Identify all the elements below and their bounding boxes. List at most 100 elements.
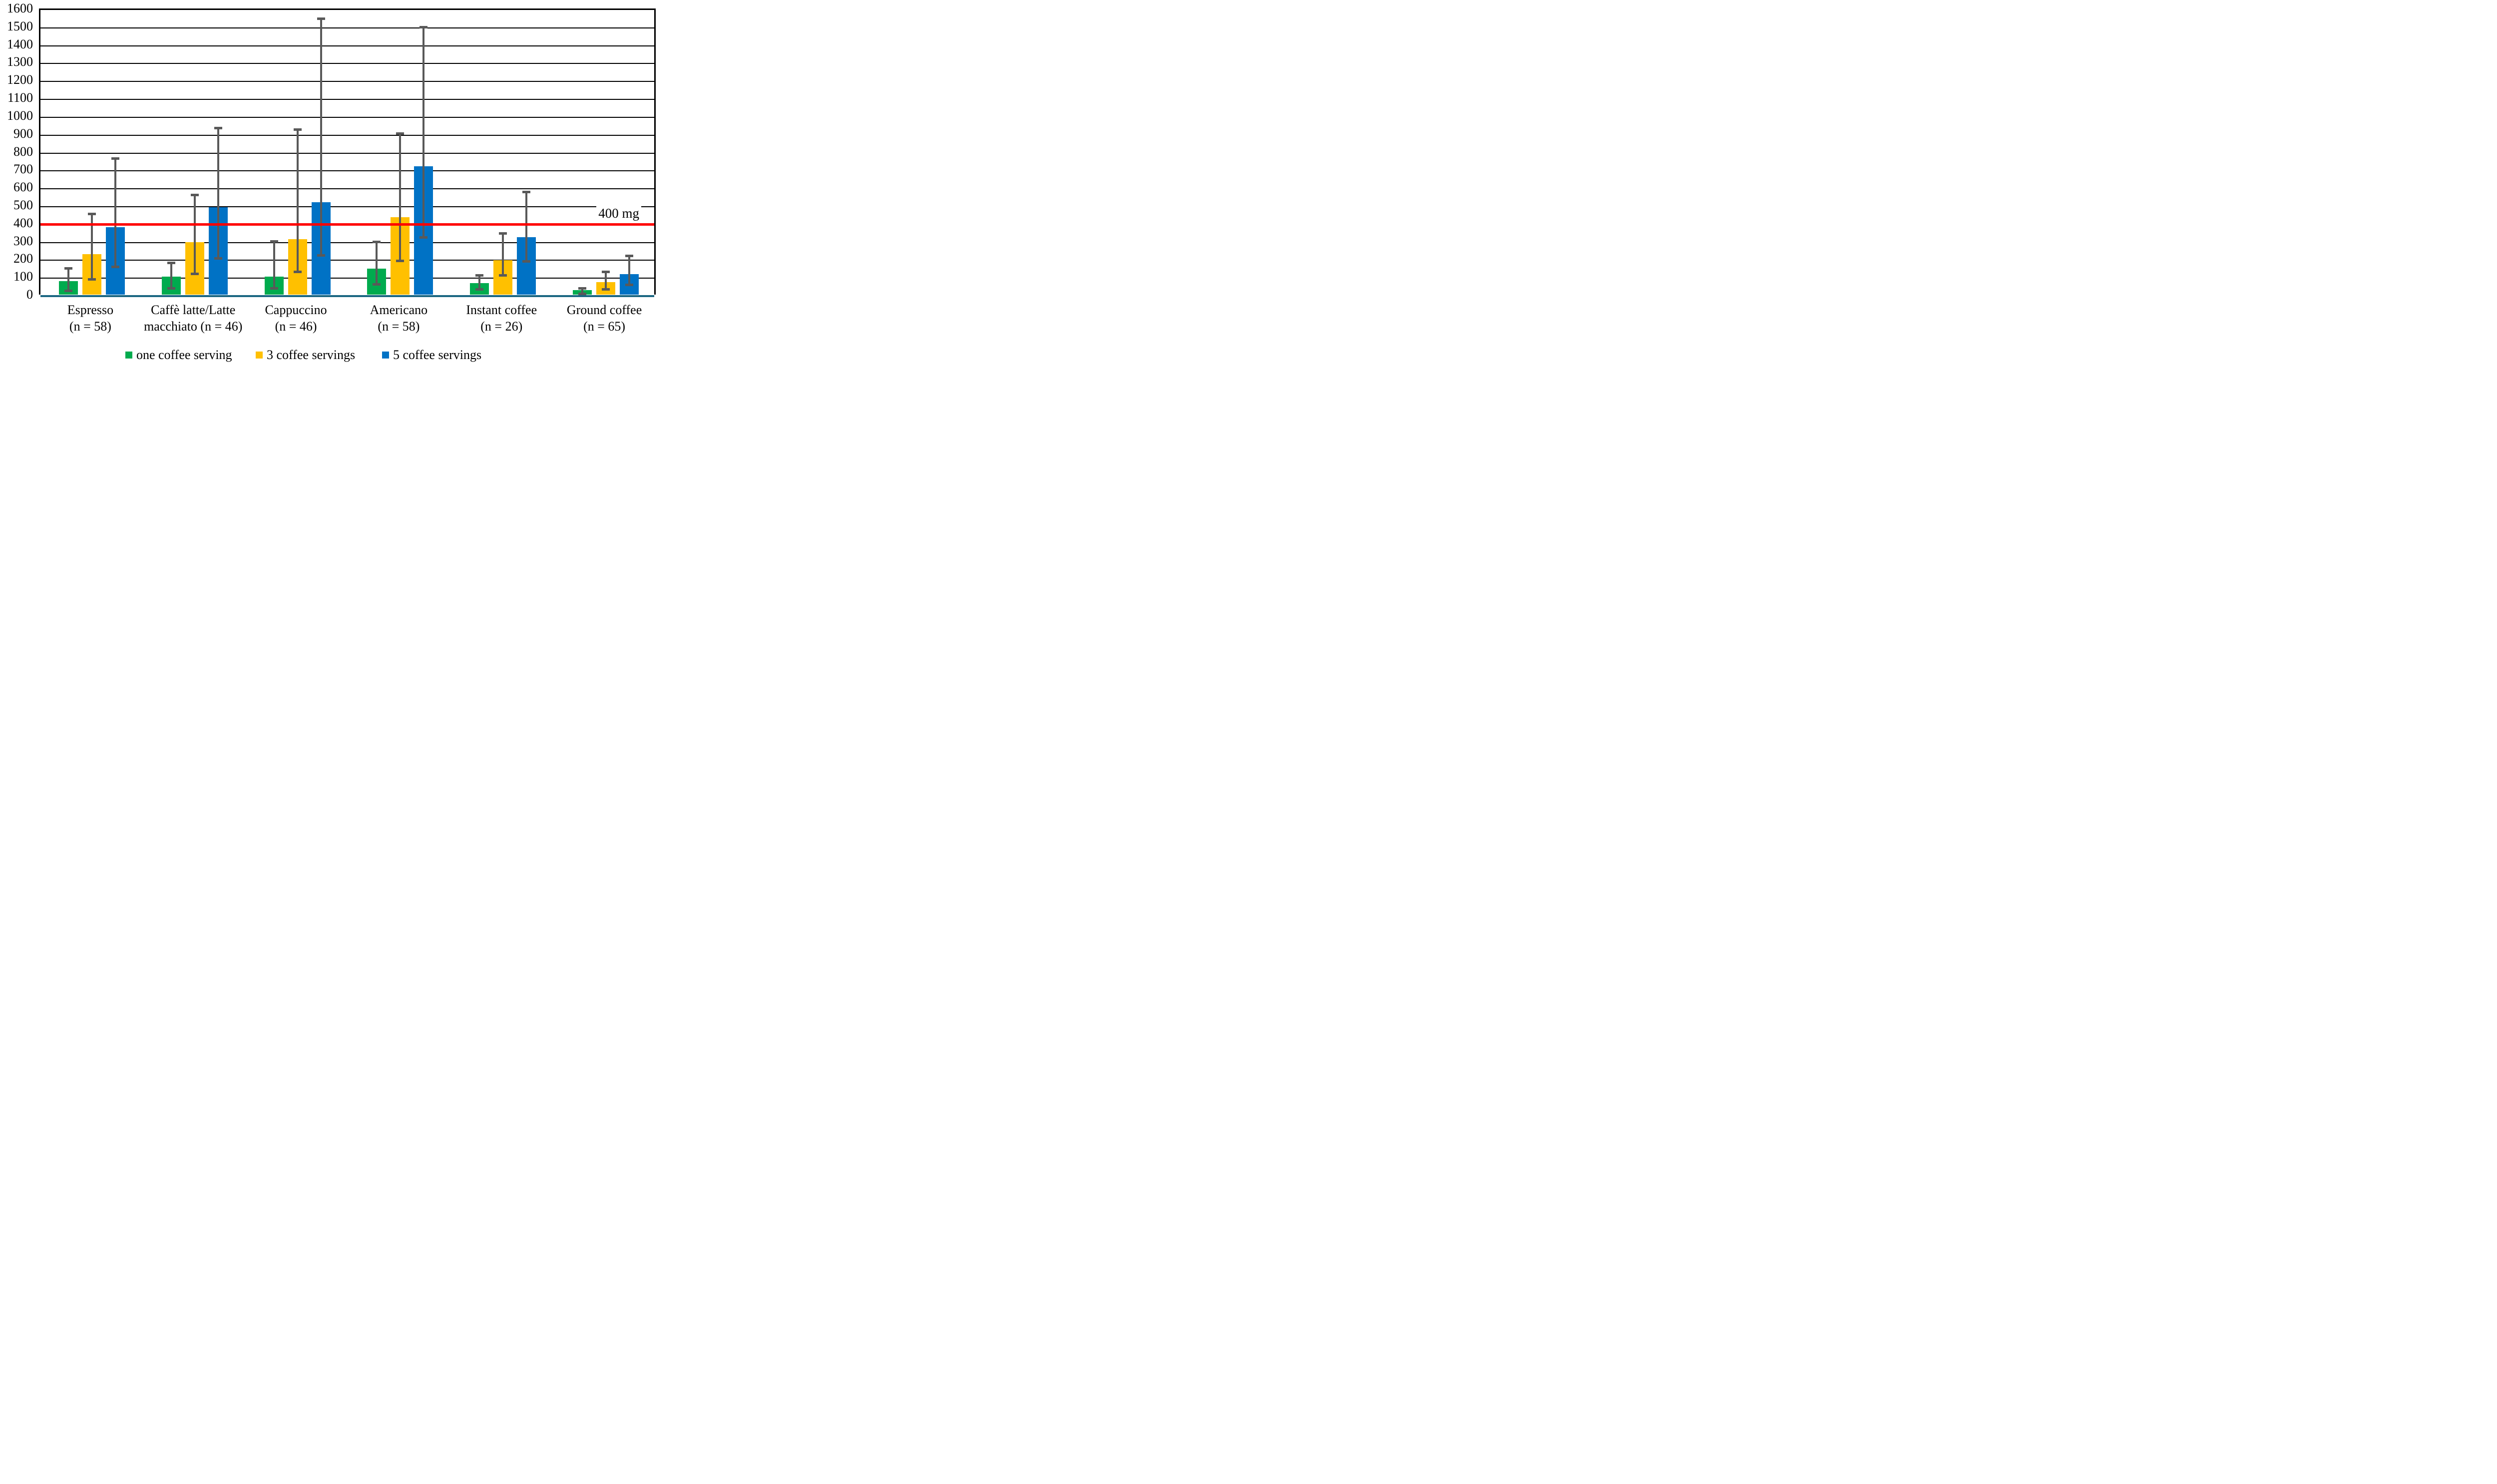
gridline-1500 bbox=[40, 27, 654, 28]
gridline-100 bbox=[40, 278, 654, 279]
error-bar-cap-bottom bbox=[499, 274, 507, 277]
legend-swatch-icon bbox=[256, 352, 263, 359]
category-slot-2 bbox=[143, 10, 246, 295]
error-bar-cap-top bbox=[270, 240, 278, 243]
y-tick-label-600: 600 bbox=[13, 180, 33, 195]
y-tick-label-200: 200 bbox=[13, 251, 33, 266]
error-bar-cap-bottom bbox=[293, 271, 302, 274]
y-tick-label-100: 100 bbox=[13, 269, 33, 284]
legend-item-5-coffee-servings: 5 coffee servings bbox=[382, 348, 481, 362]
y-tick-label-1600: 1600 bbox=[7, 1, 33, 15]
category-label-1: Espresso (n = 58) bbox=[39, 302, 142, 335]
error-bar-cap-top bbox=[475, 274, 484, 277]
error-bar-cap-bottom bbox=[190, 272, 199, 275]
reference-line-label: 400 mg bbox=[596, 205, 641, 221]
error-bar-cap-top bbox=[373, 241, 381, 244]
error-bar-line bbox=[217, 128, 219, 258]
category-label-line1: Cappuccino bbox=[265, 303, 327, 317]
error-bar-cap-top bbox=[214, 127, 222, 129]
category-label-line1: Ground coffee bbox=[566, 303, 642, 317]
error-bar-line bbox=[399, 133, 402, 261]
error-bar-cap-bottom bbox=[214, 257, 222, 260]
legend-swatch-icon bbox=[382, 352, 389, 359]
error-bar-cap-bottom bbox=[625, 283, 634, 286]
category-label-6: Ground coffee (n = 65) bbox=[553, 302, 656, 335]
error-bar-line bbox=[273, 241, 275, 288]
y-tick-label-400: 400 bbox=[13, 215, 33, 230]
y-axis-tick-labels: 0 100 200 300 400 500 600 700 800 900 1000 1100 1200… bbox=[0, 2, 35, 301]
error-bar-cap-top bbox=[499, 232, 507, 235]
error-bar-cap-bottom bbox=[64, 290, 72, 293]
y-tick-label-1300: 1300 bbox=[7, 54, 33, 69]
error-bar-cap-bottom bbox=[111, 265, 119, 268]
legend-item-label: 5 coffee servings bbox=[393, 348, 482, 362]
error-bar-line bbox=[422, 26, 425, 237]
error-bar-cap-top bbox=[87, 213, 96, 216]
category-label-line2: macchiato (n = 46) bbox=[144, 319, 243, 334]
reference-line-400mg bbox=[40, 223, 654, 226]
error-bar-cap-bottom bbox=[396, 260, 405, 263]
error-bar-cap-top bbox=[419, 25, 428, 28]
y-tick-label-0: 0 bbox=[26, 287, 33, 302]
error-bar-cap-top bbox=[602, 270, 610, 273]
y-tick-label-1000: 1000 bbox=[7, 108, 33, 123]
error-bar-line bbox=[581, 288, 584, 294]
error-bar-cap-top bbox=[293, 128, 302, 131]
category-label-5: Instant coffee (n = 26) bbox=[450, 302, 553, 335]
error-bar-line bbox=[193, 194, 196, 274]
error-bar-cap-bottom bbox=[87, 278, 96, 281]
legend-swatch-icon bbox=[125, 352, 132, 359]
error-bar-cap-top bbox=[167, 261, 175, 264]
error-bar-cap-top bbox=[396, 132, 405, 135]
category-label-line1: Caffè latte/Latte bbox=[151, 303, 236, 317]
legend-item-label: one coffee serving bbox=[136, 348, 232, 362]
error-bar-line bbox=[376, 242, 378, 284]
y-tick-label-500: 500 bbox=[13, 197, 33, 212]
category-label-2: Caffè latte/Latte macchiato (n = 46) bbox=[142, 302, 245, 335]
error-bar-cap-top bbox=[625, 254, 634, 257]
error-bar-cap-top bbox=[111, 157, 119, 160]
gridline-600 bbox=[40, 188, 654, 190]
y-tick-label-800: 800 bbox=[13, 144, 33, 159]
category-slot-4 bbox=[349, 10, 452, 295]
error-bar-cap-top bbox=[64, 267, 72, 270]
error-bar-line bbox=[525, 191, 528, 261]
category-label-line2: (n = 46) bbox=[275, 319, 317, 334]
gridline-900 bbox=[40, 134, 654, 136]
error-bar-line bbox=[90, 214, 93, 279]
category-label-line1: Instant coffee bbox=[466, 303, 537, 317]
error-bar-cap-bottom bbox=[475, 288, 484, 291]
error-bar-line bbox=[320, 18, 322, 256]
gridline-1200 bbox=[40, 81, 654, 82]
error-bar-cap-bottom bbox=[270, 287, 278, 290]
error-bar-line bbox=[114, 158, 116, 267]
error-bar-cap-bottom bbox=[317, 254, 325, 257]
category-label-line1: Espresso bbox=[67, 303, 114, 317]
y-tick-label-1200: 1200 bbox=[7, 72, 33, 87]
error-bar-cap-top bbox=[190, 193, 199, 196]
error-bar-cap-bottom bbox=[522, 260, 531, 263]
gridline-1000 bbox=[40, 116, 654, 118]
gridline-300 bbox=[40, 242, 654, 243]
gridline-800 bbox=[40, 152, 654, 154]
y-tick-label-1100: 1100 bbox=[7, 90, 33, 105]
error-bar-cap-bottom bbox=[578, 293, 587, 296]
y-tick-label-1400: 1400 bbox=[7, 36, 33, 51]
gridline-1400 bbox=[40, 45, 654, 46]
category-label-3: Cappuccino (n = 46) bbox=[245, 302, 348, 335]
category-label-line2: (n = 26) bbox=[480, 319, 523, 334]
category-slot-6 bbox=[554, 10, 657, 296]
error-bar-line bbox=[628, 255, 631, 285]
error-bar-line bbox=[170, 262, 172, 288]
error-bar-line bbox=[605, 271, 607, 290]
error-bar-line bbox=[296, 129, 299, 272]
category-label-4: Americano (n = 58) bbox=[348, 302, 450, 335]
gridline-700 bbox=[40, 170, 654, 172]
error-bar-cap-bottom bbox=[602, 288, 610, 291]
category-slot-3 bbox=[246, 10, 349, 295]
y-tick-label-900: 900 bbox=[13, 126, 33, 141]
legend-item-3-coffee-servings: 3 coffee servings bbox=[256, 348, 355, 362]
error-bar-cap-bottom bbox=[419, 236, 428, 239]
x-axis-category-labels: Espresso (n = 58) Caffè latte/Latte macchia… bbox=[39, 302, 656, 337]
y-tick-label-700: 700 bbox=[13, 162, 33, 177]
